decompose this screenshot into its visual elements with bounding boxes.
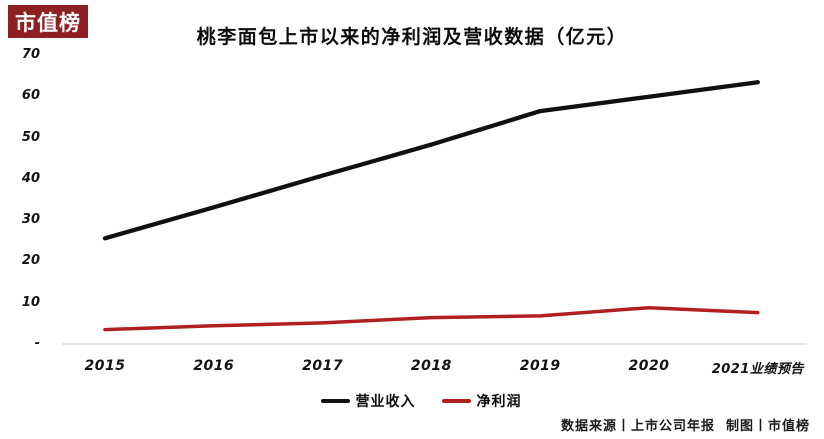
x-tick-label: 2018 (410, 358, 452, 374)
y-tick-label: 60 (21, 88, 40, 104)
x-tick-label: 2015 (84, 358, 126, 374)
y-tick-label: 70 (21, 47, 40, 62)
legend-label: 营业收入 (355, 394, 416, 410)
x-tick-label: 2019 (519, 358, 561, 374)
brand-logo-text: 市值榜 (15, 10, 81, 35)
x-tick-label: 2017 (302, 358, 344, 374)
y-tick-label: 30 (21, 212, 40, 228)
x-axis-baseline (62, 343, 807, 345)
legend-item-profit: 净利润 (441, 391, 522, 411)
y-tick-label: 50 (21, 129, 40, 145)
chart-legend: 营业收入 净利润 (0, 391, 824, 411)
y-tick-label: 10 (21, 294, 40, 310)
x-tick-label: 2016 (193, 358, 235, 374)
series-line-profit (103, 305, 760, 332)
y-tick-label: 20 (21, 253, 40, 269)
legend-item-revenue: 营业收入 (320, 391, 416, 411)
y-tick-label: 40 (21, 170, 40, 186)
chart-title: 桃李面包上市以来的净利润及营收数据（亿元） (196, 25, 628, 48)
y-tick-label: - (34, 336, 40, 351)
series-line-revenue (102, 80, 760, 241)
brand-logo: 市值榜 (8, 5, 88, 38)
legend-swatch (320, 399, 350, 403)
x-tick-label: 2020 (628, 358, 670, 374)
x-tick-label: 2021业绩预告 (711, 362, 804, 377)
data-source-credit: 数据来源丨上市公司年报 制图丨市值榜 (560, 419, 810, 434)
legend-label: 净利润 (476, 394, 522, 410)
legend-swatch (441, 399, 471, 403)
